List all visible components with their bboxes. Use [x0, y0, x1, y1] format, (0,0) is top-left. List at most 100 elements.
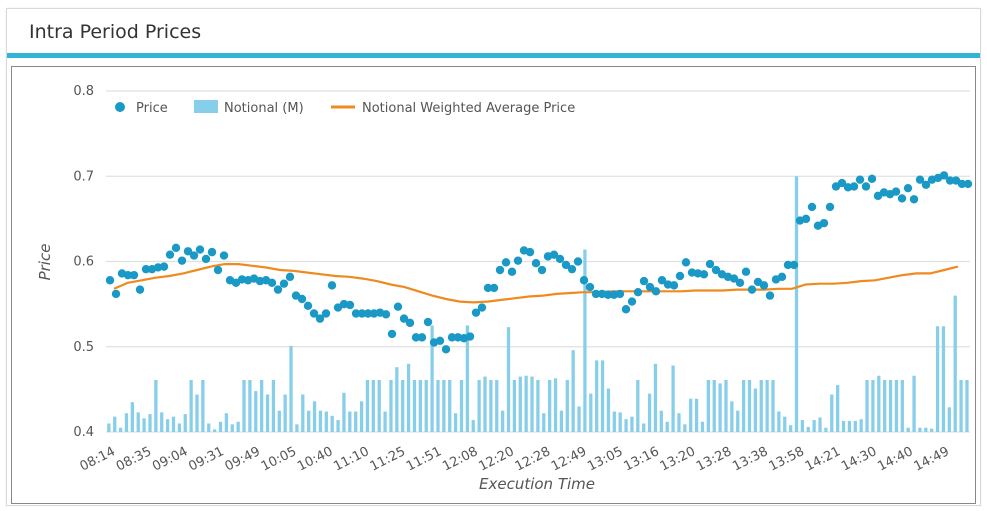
notional-bar[interactable]: [947, 407, 951, 432]
notional-bar[interactable]: [659, 410, 663, 432]
price-point[interactable]: [765, 291, 775, 300]
price-point[interactable]: [825, 202, 835, 212]
price-point[interactable]: [417, 333, 427, 342]
notional-bar[interactable]: [530, 376, 534, 432]
notional-bar[interactable]: [453, 413, 458, 432]
price-point[interactable]: [585, 282, 595, 292]
price-point[interactable]: [651, 287, 661, 296]
notional-bar[interactable]: [577, 406, 581, 432]
price-point[interactable]: [633, 287, 643, 297]
price-point[interactable]: [441, 345, 451, 354]
notional-bar[interactable]: [647, 393, 652, 432]
notional-bar[interactable]: [124, 413, 129, 432]
notional-bar[interactable]: [771, 379, 775, 432]
notional-bar[interactable]: [207, 423, 211, 432]
price-point[interactable]: [363, 309, 373, 318]
notional-bar[interactable]: [636, 379, 640, 432]
price-point[interactable]: [345, 300, 355, 310]
notional-bar[interactable]: [783, 416, 787, 432]
notional-bar[interactable]: [606, 388, 611, 432]
price-point[interactable]: [513, 256, 523, 265]
notional-bar[interactable]: [689, 398, 693, 432]
notional-bar[interactable]: [665, 421, 669, 432]
price-point[interactable]: [309, 309, 319, 318]
price-point[interactable]: [111, 289, 121, 299]
notional-bar[interactable]: [277, 410, 281, 432]
notional-bar[interactable]: [824, 427, 828, 432]
vwap-line[interactable]: [113, 263, 959, 304]
notional-bar[interactable]: [312, 401, 317, 432]
price-point[interactable]: [627, 297, 637, 306]
price-point[interactable]: [855, 175, 865, 184]
notional-bar[interactable]: [630, 416, 634, 432]
notional-bar[interactable]: [912, 375, 916, 432]
notional-bar[interactable]: [794, 176, 799, 432]
notional-bar[interactable]: [495, 379, 499, 432]
notional-bar[interactable]: [871, 379, 875, 432]
price-point[interactable]: [405, 318, 415, 328]
price-point[interactable]: [447, 333, 457, 342]
notional-bar[interactable]: [524, 375, 528, 432]
notional-bar[interactable]: [136, 412, 140, 432]
notional-bar[interactable]: [389, 379, 393, 432]
notional-bar[interactable]: [788, 425, 793, 432]
notional-bar[interactable]: [148, 414, 152, 432]
notional-bar[interactable]: [618, 412, 622, 432]
price-point[interactable]: [789, 260, 799, 270]
price-point[interactable]: [525, 247, 535, 257]
price-point[interactable]: [759, 281, 769, 290]
notional-bar[interactable]: [877, 375, 881, 432]
price-point[interactable]: [615, 289, 625, 299]
price-point[interactable]: [507, 267, 517, 276]
notional-bar[interactable]: [741, 379, 746, 432]
notional-bar[interactable]: [624, 419, 628, 432]
price-point[interactable]: [783, 260, 793, 270]
notional-bar[interactable]: [753, 388, 758, 432]
notional-bar[interactable]: [430, 325, 434, 432]
price-point[interactable]: [801, 214, 811, 224]
notional-bar[interactable]: [730, 401, 734, 432]
notional-bar[interactable]: [859, 419, 863, 432]
price-point[interactable]: [897, 194, 907, 203]
price-point[interactable]: [381, 310, 391, 319]
notional-bar[interactable]: [512, 379, 517, 432]
notional-bar[interactable]: [383, 411, 387, 432]
notional-bar[interactable]: [812, 420, 816, 432]
notional-bar[interactable]: [694, 398, 699, 432]
notional-bar[interactable]: [406, 363, 411, 432]
price-point[interactable]: [579, 276, 589, 285]
notional-bar[interactable]: [189, 379, 193, 432]
notional-bar[interactable]: [448, 379, 452, 432]
notional-bar[interactable]: [307, 410, 311, 432]
price-point[interactable]: [711, 265, 721, 275]
price-point[interactable]: [567, 264, 577, 274]
legend-vwap-label[interactable]: Notional Weighted Average Price: [362, 101, 575, 116]
notional-bar[interactable]: [841, 420, 846, 432]
notional-bar[interactable]: [941, 326, 946, 432]
notional-bar[interactable]: [171, 416, 176, 432]
notional-bar[interactable]: [483, 376, 487, 432]
notional-bar[interactable]: [107, 423, 111, 432]
notional-bar[interactable]: [683, 424, 687, 432]
notional-bar[interactable]: [906, 427, 910, 432]
notional-bar[interactable]: [642, 423, 646, 432]
price-point[interactable]: [177, 256, 187, 265]
notional-bar[interactable]: [295, 424, 299, 432]
price-point[interactable]: [741, 267, 751, 276]
notional-bar[interactable]: [165, 419, 170, 432]
notional-bar[interactable]: [518, 376, 522, 432]
notional-bar[interactable]: [536, 379, 540, 432]
price-point[interactable]: [591, 289, 601, 299]
notional-bar[interactable]: [301, 394, 305, 432]
notional-bar[interactable]: [706, 379, 710, 432]
price-point[interactable]: [807, 202, 817, 212]
notional-bar[interactable]: [459, 379, 464, 432]
notional-bar[interactable]: [142, 418, 146, 432]
price-point[interactable]: [171, 243, 181, 253]
notional-bar[interactable]: [777, 411, 781, 432]
notional-bar[interactable]: [177, 423, 182, 432]
notional-bar[interactable]: [154, 379, 158, 432]
price-point[interactable]: [603, 290, 613, 299]
notional-bar[interactable]: [354, 411, 358, 432]
price-point[interactable]: [129, 270, 139, 280]
